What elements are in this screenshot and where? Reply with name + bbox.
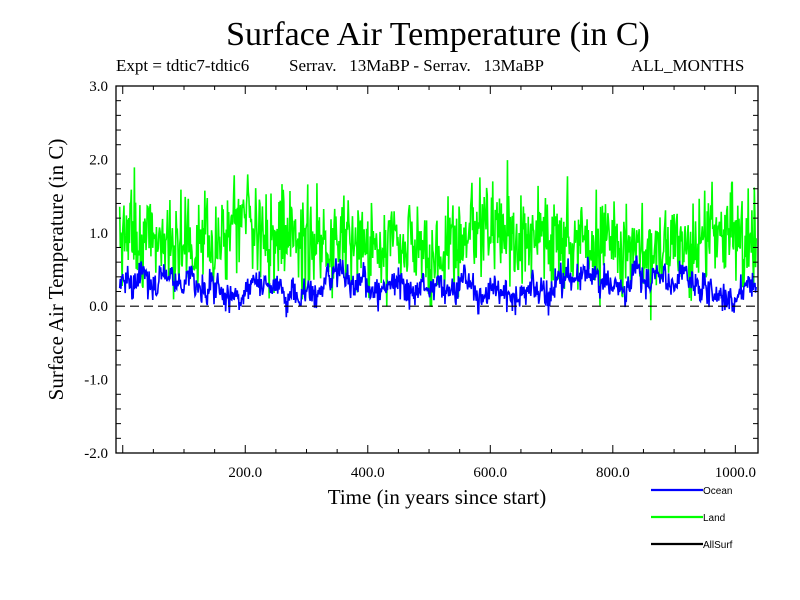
x-tick-label: 200.0 (228, 465, 262, 481)
months-label: ALL_MONTHS (631, 56, 745, 75)
series-ocean-line (118, 255, 757, 318)
x-tick-label: 600.0 (473, 465, 507, 481)
legend-label-ocean: Ocean (703, 486, 732, 497)
x-axis-label: Time (in years since start) (328, 485, 547, 509)
experiment-label: Expt = tdtic7-tdtic6 (116, 56, 250, 75)
plot-frame (115, 85, 759, 454)
y-tick-label: -1.0 (84, 373, 108, 389)
y-tick-label: 0.0 (89, 299, 108, 315)
x-tick-label: 800.0 (596, 465, 630, 481)
x-tick-label: 400.0 (351, 465, 385, 481)
y-tick-label: -2.0 (84, 446, 108, 462)
y-tick-label: 3.0 (89, 79, 108, 95)
chart-title: Surface Air Temperature (in C) (226, 16, 650, 53)
y-tick-label: 2.0 (89, 152, 108, 168)
legend-label-allsurf: AllSurf (703, 540, 733, 551)
series-land-line (118, 160, 757, 321)
y-axis-label: Surface Air Temperature (in C) (44, 139, 68, 401)
y-tick-label: 1.0 (89, 226, 108, 242)
period-label: Serrav. 13MaBP - Serrav. 13MaBP (289, 56, 544, 75)
x-tick-label: 1000.0 (715, 465, 756, 481)
legend: Ocean Land AllSurf (651, 486, 733, 551)
legend-label-land: Land (703, 513, 725, 524)
